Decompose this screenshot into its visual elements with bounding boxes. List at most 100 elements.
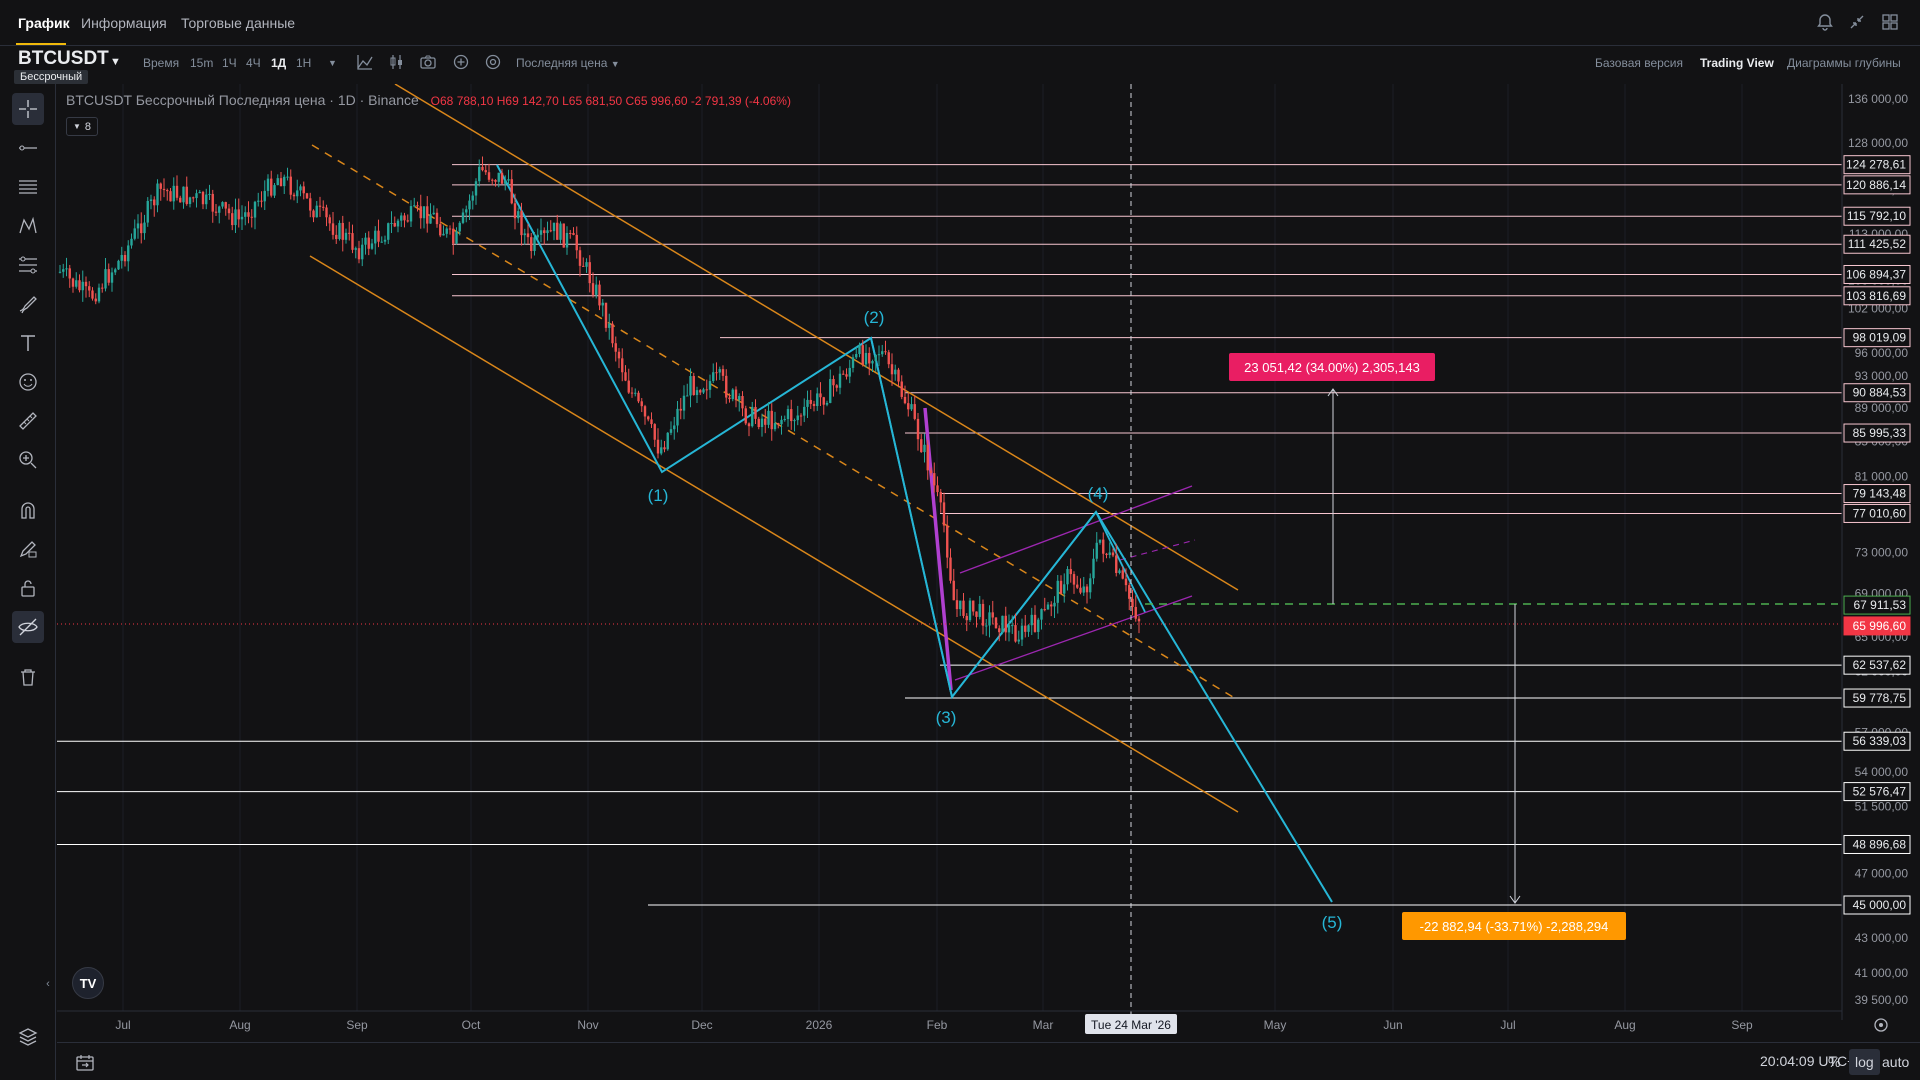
- candle-body: [523, 233, 526, 236]
- trend-line-icon[interactable]: [12, 132, 44, 164]
- hide-drawings-icon[interactable]: [12, 611, 44, 643]
- axis-settings-gear-icon[interactable]: [1874, 1018, 1888, 1032]
- layout-grid-icon[interactable]: [1880, 12, 1900, 32]
- camera-icon[interactable]: [419, 53, 437, 71]
- interval-more-chevron-icon[interactable]: ▼: [328, 58, 337, 68]
- goto-date-icon[interactable]: [75, 1053, 95, 1073]
- settings-icon[interactable]: [484, 53, 502, 71]
- candle-body: [260, 200, 263, 202]
- wave-label-2: (2): [864, 308, 885, 327]
- candle-body: [721, 369, 725, 376]
- candle-body: [832, 379, 835, 386]
- brush-icon[interactable]: [12, 288, 44, 320]
- candle-body: [575, 234, 578, 251]
- time-ticks: Jul Aug Sep Oct Nov Dec 2026 Feb Mar May Jun Jul Aug…: [115, 1018, 1753, 1032]
- candle-body: [1137, 618, 1141, 622]
- candle-body: [760, 418, 764, 428]
- candle-body: [627, 380, 630, 393]
- candle-body: [383, 239, 387, 242]
- magnet-icon[interactable]: [12, 494, 44, 526]
- price-chart[interactable]: (1) (2) (3) (4) (5) 23 051,42 (34.00%) 2…: [57, 84, 1920, 1042]
- layers-icon[interactable]: [12, 1021, 44, 1053]
- price-type-select[interactable]: Последняя цена ▼: [516, 56, 620, 70]
- price-tick-label: 93 000,00: [1855, 369, 1909, 383]
- collapse-icon[interactable]: [1847, 12, 1867, 32]
- view-depth[interactable]: Диаграммы глубины: [1787, 56, 1901, 70]
- auto-scale-button[interactable]: auto: [1882, 1054, 1910, 1070]
- time-tick-label: Nov: [577, 1018, 598, 1032]
- time-label: Время: [143, 56, 180, 70]
- tab-info[interactable]: Информация: [81, 15, 167, 31]
- text-icon[interactable]: [12, 327, 44, 359]
- emoji-icon[interactable]: [12, 366, 44, 398]
- interval-15m[interactable]: 15m: [190, 56, 214, 70]
- fib-icon[interactable]: [12, 249, 44, 281]
- wave-label-3: (3): [936, 708, 957, 727]
- horizontal-lines-icon[interactable]: [12, 171, 44, 203]
- add-circle-icon[interactable]: [452, 53, 470, 71]
- clock[interactable]: 20:04:09 UTC+3: [1760, 1053, 1864, 1069]
- crosshair-icon[interactable]: [12, 93, 44, 125]
- candle-body: [796, 415, 799, 421]
- zoom-in-icon[interactable]: [12, 444, 44, 476]
- candle-type-icon[interactable]: [388, 53, 406, 71]
- candle-body: [799, 415, 803, 417]
- tradingview-logo-icon[interactable]: TV: [72, 967, 104, 999]
- level-tag-label: 90 884,53: [1853, 386, 1907, 400]
- candle-body: [793, 420, 796, 422]
- level-tag-label: 106 894,37: [1846, 267, 1906, 281]
- bell-icon[interactable]: [1815, 12, 1835, 32]
- candle-body: [757, 418, 760, 428]
- view-basic[interactable]: Базовая версия: [1595, 56, 1683, 70]
- candle-body: [764, 418, 767, 425]
- candle-body: [728, 397, 731, 400]
- candle-body: [237, 209, 240, 220]
- indicators-icon[interactable]: [356, 53, 374, 71]
- level-tag-box: [1843, 234, 1911, 254]
- candle-body: [819, 393, 822, 398]
- symbol-name[interactable]: BTCUSDT: [18, 48, 109, 69]
- top-tab-bar: График Информация Торговые данные: [0, 0, 1920, 46]
- trash-icon[interactable]: [12, 661, 44, 693]
- lock-icon[interactable]: [12, 572, 44, 604]
- tab-chart[interactable]: График: [18, 15, 70, 31]
- stay-drawing-icon[interactable]: [12, 533, 44, 565]
- candle-body: [1118, 570, 1121, 574]
- time-tick-label: May: [1264, 1018, 1287, 1032]
- candle-body: [406, 220, 409, 222]
- tab-trading-data[interactable]: Торговые данные: [181, 15, 296, 31]
- candle-body: [591, 283, 595, 295]
- candle-body: [608, 323, 611, 328]
- candle-body: [71, 278, 75, 287]
- candle-body: [208, 193, 211, 195]
- interval-1h[interactable]: 1Ч: [222, 56, 237, 70]
- measure-down-text: -22 882,94 (-33.71%) -2,288,294: [1420, 919, 1609, 934]
- level-tag-box: [1843, 782, 1911, 802]
- ruler-icon[interactable]: [12, 405, 44, 437]
- candle-body: [546, 230, 549, 234]
- wave-3-cross: [870, 337, 953, 698]
- chevron-down-icon[interactable]: ▼: [110, 56, 121, 68]
- collapse-toolbar-chevron-icon[interactable]: ‹: [46, 978, 50, 990]
- interval-1d[interactable]: 1Д: [271, 56, 287, 70]
- candle-body: [247, 212, 250, 217]
- pattern-icon[interactable]: [12, 210, 44, 242]
- price-tick-label: 128 000,00: [1848, 136, 1908, 150]
- candle-body: [240, 216, 244, 220]
- candle-body: [1098, 539, 1102, 543]
- candle-body: [812, 403, 816, 407]
- level-tag-box: [1843, 286, 1911, 306]
- log-scale-button[interactable]: log: [1849, 1049, 1880, 1075]
- candle-body: [1063, 584, 1066, 594]
- candle-body: [117, 260, 120, 270]
- candle-body: [972, 600, 975, 612]
- view-tradingview[interactable]: Trading View: [1700, 56, 1774, 70]
- candle-body: [175, 185, 179, 198]
- percent-scale-button[interactable]: %: [1828, 1054, 1841, 1070]
- candle-body: [448, 228, 452, 230]
- interval-1w[interactable]: 1Н: [296, 56, 312, 70]
- candle-body: [783, 419, 786, 421]
- candle-body: [234, 209, 237, 226]
- indicators-toggle[interactable]: ▼ 8: [66, 117, 98, 136]
- interval-4h[interactable]: 4Ч: [246, 56, 261, 70]
